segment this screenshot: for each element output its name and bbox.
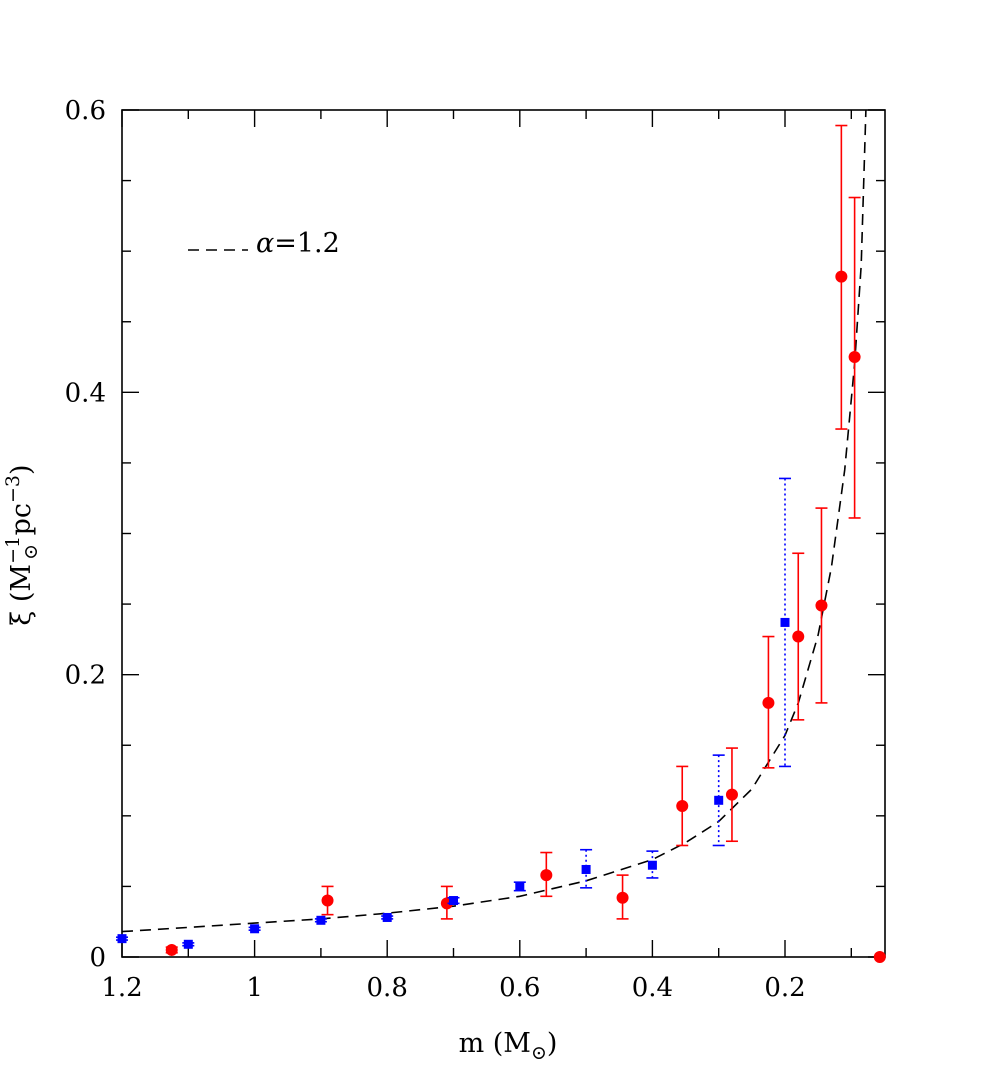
data-point-square [117, 934, 127, 944]
legend-label: α=1.2 [256, 228, 340, 259]
data-point-square [647, 860, 657, 870]
series-blue-squares [116, 477, 791, 949]
data-point-square [515, 881, 525, 891]
legend-alpha-value: 1.2 [297, 228, 340, 259]
x-axis-title-main: m (M [459, 1028, 531, 1059]
y-axis-title-main: ξ (M [6, 564, 37, 626]
y-axis-title: ξ (M−1⊙ pc−3) [2, 464, 42, 625]
x-tick-label: 1 [246, 973, 263, 1003]
data-series-layer [116, 124, 886, 963]
y-axis-title-sup: −1 [2, 536, 24, 564]
data-point-circle [540, 869, 553, 882]
x-axis-title-close: ) [547, 1028, 558, 1059]
y-tick-label: 0 [89, 943, 106, 973]
data-point-square [780, 617, 790, 627]
x-tick-label: 0.2 [764, 973, 805, 1003]
y-axis-title-pc: pc [6, 503, 37, 544]
x-tick-label: 1.2 [101, 973, 142, 1003]
y-axis-title-sub: ⊙ [20, 544, 42, 560]
power-law-curve [121, 109, 867, 933]
x-axis-title-sub: ⊙ [531, 1042, 547, 1064]
y-tick-label: 0.2 [65, 661, 106, 691]
data-point-square [449, 896, 458, 906]
data-point-circle [725, 788, 738, 801]
legend: α=1.2 [188, 228, 340, 259]
data-point-circle [848, 351, 861, 364]
data-point-square [250, 924, 260, 934]
data-point-square [316, 915, 326, 925]
x-tick-label: 0.4 [632, 973, 673, 1003]
x-axis-title: m (M⊙) [459, 1028, 558, 1064]
y-tick-label: 0.6 [65, 96, 106, 126]
power-law-curve-layer [121, 109, 867, 933]
data-point-circle [676, 799, 689, 812]
data-point-circle [835, 270, 848, 283]
legend-equals: = [274, 228, 297, 259]
legend-alpha-symbol: α [256, 228, 274, 259]
axis-ticks [121, 109, 885, 958]
y-tick-label: 0.4 [65, 378, 106, 408]
x-tick-label: 0.6 [499, 973, 540, 1003]
data-point-circle [321, 894, 334, 907]
data-point-circle [165, 943, 178, 956]
data-point-square [382, 912, 392, 922]
data-point-circle [873, 951, 886, 963]
plot-frame [121, 109, 886, 958]
series-red-circles [165, 124, 886, 963]
x-tick-label: 0.8 [367, 973, 408, 1003]
data-point-circle [792, 630, 805, 643]
data-point-circle [616, 891, 629, 904]
y-axis-title-close: ) [6, 464, 37, 475]
data-point-circle [815, 599, 828, 612]
data-point-circle [762, 696, 775, 709]
data-point-square [183, 939, 193, 949]
data-point-square [714, 795, 724, 805]
data-point-square [581, 864, 591, 874]
y-axis-title-sup2: −3 [2, 475, 24, 503]
axis-tick-labels: 1.2 1 0.8 0.6 0.4 0.2 0 0.2 0.4 0.6 [65, 96, 806, 1003]
